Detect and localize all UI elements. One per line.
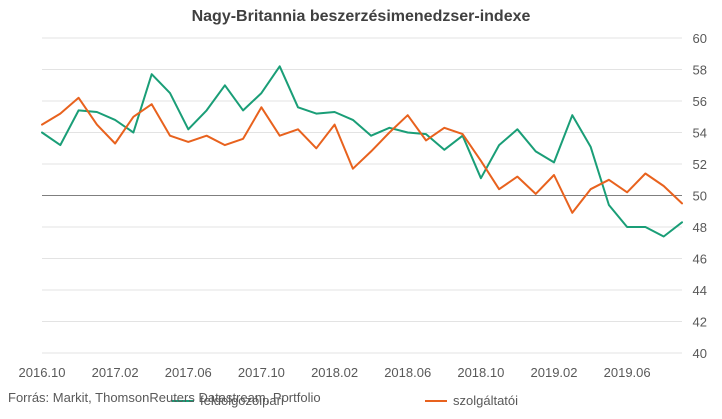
x-tick-label: 2018.10: [457, 365, 504, 380]
y-tick-label: 46: [693, 252, 707, 267]
x-tick-label: 2019.02: [531, 365, 578, 380]
series-line: [41, 96, 683, 214]
y-tick-label: 52: [693, 157, 707, 172]
y-tick-label: 44: [693, 283, 707, 298]
x-tick-label: 2016.10: [19, 365, 66, 380]
x-tick-label: 2018.02: [311, 365, 358, 380]
y-tick-label: 54: [693, 126, 707, 141]
series-line: [41, 65, 683, 238]
x-tick-label: 2017.06: [165, 365, 212, 380]
y-tick-label: 60: [693, 31, 707, 46]
x-tick-label: 2017.10: [238, 365, 285, 380]
y-tick-label: 40: [693, 346, 707, 361]
y-tick-label: 48: [693, 220, 707, 235]
legend-label: feldolgozóipari: [200, 393, 284, 408]
legend-label: szolgáltatói: [453, 393, 518, 408]
y-tick-label: 42: [693, 315, 707, 330]
chart-title: Nagy-Britannia beszerzésimenedzser-index…: [191, 8, 531, 25]
x-tick-label: 2019.06: [604, 365, 651, 380]
x-tick-label: 2017.02: [92, 365, 139, 380]
source-note: Forrás: Markit, ThomsonReuters Datastrea…: [8, 390, 321, 405]
y-tick-label: 58: [693, 63, 707, 78]
y-tick-label: 50: [693, 189, 707, 204]
y-tick-label: 56: [693, 94, 707, 109]
x-tick-label: 2018.06: [384, 365, 431, 380]
